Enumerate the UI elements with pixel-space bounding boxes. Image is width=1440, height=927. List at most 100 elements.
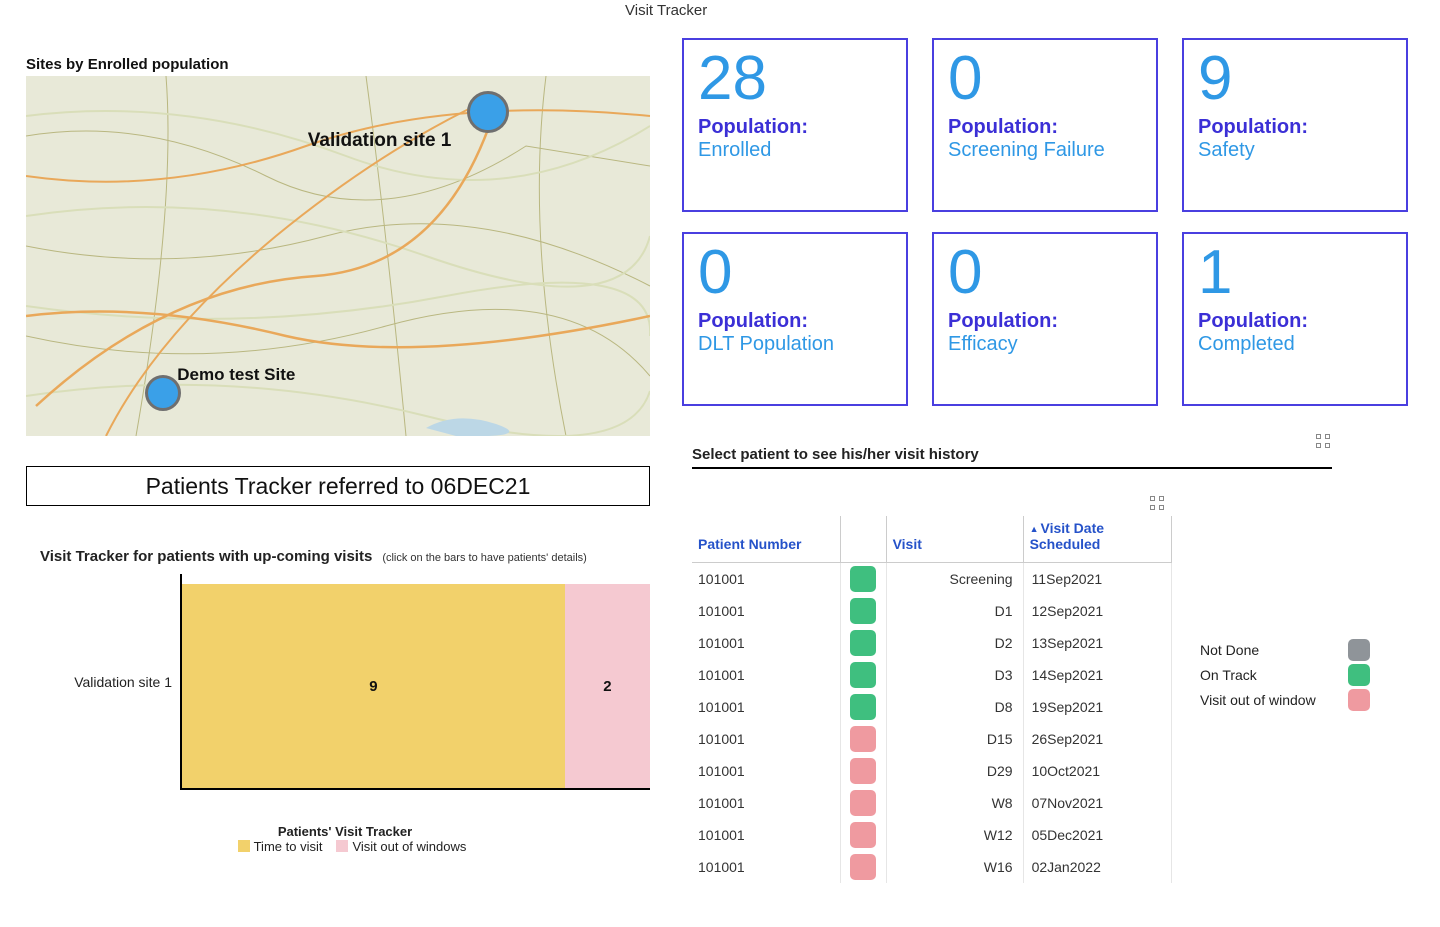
kpi-card[interactable]: 1 Population:Completed [1182, 232, 1408, 406]
table-row[interactable]: 101001 D213Sep2021 [692, 627, 1172, 659]
legend-swatch [336, 840, 348, 852]
cell-status [840, 819, 886, 851]
cell-visit-date: 10Oct2021 [1023, 755, 1171, 787]
kpi-card-grid: 28Population:Enrolled0Population:Screeni… [682, 38, 1422, 406]
legend-row: Visit out of window [1200, 689, 1370, 711]
kpi-label-top: Population: [948, 310, 1142, 333]
cell-status [840, 627, 886, 659]
kpi-card[interactable]: 0 Population:Efficacy [932, 232, 1158, 406]
cell-visit: D2 [886, 627, 1023, 659]
map-site-label: Demo test Site [177, 365, 295, 385]
legend-row: On Track [1200, 664, 1370, 686]
cell-visit-date: 02Jan2022 [1023, 851, 1171, 883]
cell-patient-number: 101001 [692, 755, 840, 787]
status-icon [850, 598, 876, 624]
table-row[interactable]: 101001 D2910Oct2021 [692, 755, 1172, 787]
legend-swatch [238, 840, 250, 852]
table-row[interactable]: 101001W807Nov2021 [692, 787, 1172, 819]
bar-row[interactable]: 92 [182, 584, 650, 788]
tracker-banner: Patients Tracker referred to 06DEC21 [26, 466, 650, 506]
cell-visit-date: 12Sep2021 [1023, 595, 1171, 627]
table-row[interactable]: 101001W1205Dec2021 [692, 819, 1172, 851]
cell-patient-number: 101001 [692, 819, 840, 851]
table-row[interactable]: 101001Screening11Sep2021 [692, 563, 1172, 596]
cell-patient-number: 101001 [692, 691, 840, 723]
legend-row: Not Done [1200, 639, 1370, 661]
focus-mode-icon[interactable] [1316, 434, 1332, 450]
patient-table-header: Select patient to see his/her visit hist… [692, 446, 1332, 469]
legend-swatch [1348, 664, 1370, 686]
status-icon [850, 694, 876, 720]
table-header-row[interactable]: Patient Number VisitVisit Date Scheduled [692, 516, 1172, 563]
status-icon [850, 662, 876, 688]
cell-visit: Screening [886, 563, 1023, 596]
status-icon [850, 726, 876, 752]
bar-chart: Validation site 192 [40, 574, 650, 814]
kpi-card[interactable]: 0Population:DLT Population [682, 232, 908, 406]
kpi-value: 0 [948, 242, 1142, 304]
kpi-label-bottom: Completed [1198, 333, 1392, 356]
status-icon [850, 630, 876, 656]
cell-status [840, 755, 886, 787]
cell-patient-number: 101001 [692, 659, 840, 691]
map-site-marker[interactable] [145, 375, 181, 411]
table-header-visit_date[interactable]: Visit Date Scheduled [1023, 516, 1171, 563]
table-row[interactable]: 101001D1526Sep2021 [692, 723, 1172, 755]
legend-swatch [1348, 689, 1370, 711]
cell-patient-number: 101001 [692, 723, 840, 755]
kpi-value: 0 [698, 242, 892, 304]
kpi-card[interactable]: 0Population:Screening Failure [932, 38, 1158, 212]
kpi-label-bottom: Enrolled [698, 139, 892, 162]
table-row[interactable]: 101001D819Sep2021 [692, 691, 1172, 723]
cell-visit-date: 26Sep2021 [1023, 723, 1171, 755]
cell-visit: D8 [886, 691, 1023, 723]
cell-patient-number: 101001 [692, 595, 840, 627]
kpi-label-top: Population: [1198, 310, 1392, 333]
patient-table[interactable]: Patient NumberVisitVisit Date Scheduled … [692, 516, 1172, 883]
table-header-status[interactable] [840, 516, 886, 563]
kpi-card[interactable]: 28Population:Enrolled [682, 38, 908, 212]
page-title: Visit Tracker [625, 2, 707, 19]
cell-patient-number: 101001 [692, 627, 840, 659]
cell-visit: D29 [886, 755, 1023, 787]
legend-label: Not Done [1200, 642, 1259, 658]
bar-segment-out_of_window[interactable]: 2 [565, 584, 650, 788]
legend-swatch [1348, 639, 1370, 661]
map-site-marker[interactable] [467, 91, 509, 133]
legend-label: Visit out of windows [352, 839, 466, 854]
cell-status [840, 595, 886, 627]
table-header-patient_number[interactable]: Patient Number [692, 516, 840, 563]
cell-visit-date: 14Sep2021 [1023, 659, 1171, 691]
map-title: Sites by Enrolled population [26, 56, 229, 73]
kpi-value: 1 [1198, 242, 1392, 304]
kpi-label-bottom: Safety [1198, 139, 1392, 162]
bar-chart-hint: (click on the bars to have patients' det… [382, 552, 586, 564]
kpi-label-top: Population: [1198, 116, 1392, 139]
kpi-label-bottom: Screening Failure [948, 139, 1142, 162]
map-site-label: Validation site 1 [308, 130, 452, 152]
cell-status [840, 563, 886, 596]
table-header-visit[interactable]: Visit [886, 516, 1023, 563]
bar-chart-x-label: Patients' Visit Tracker [40, 824, 650, 839]
table-row[interactable]: 101001W1602Jan2022 [692, 851, 1172, 883]
cell-visit-date: 07Nov2021 [1023, 787, 1171, 819]
status-icon [850, 822, 876, 848]
kpi-card[interactable]: 9 Population:Safety [1182, 38, 1408, 212]
table-row[interactable]: 101001D112Sep2021 [692, 595, 1172, 627]
cell-visit: D3 [886, 659, 1023, 691]
kpi-label-bottom: Efficacy [948, 333, 1142, 356]
status-icon [850, 566, 876, 592]
table-row[interactable]: 101001 D314Sep2021 [692, 659, 1172, 691]
kpi-value: 9 [1198, 48, 1392, 110]
focus-mode-icon[interactable] [1150, 496, 1166, 512]
kpi-label-bottom: DLT Population [698, 333, 892, 356]
cell-patient-number: 101001 [692, 787, 840, 819]
bar-segment-time_to_visit[interactable]: 9 [182, 584, 565, 788]
map-canvas[interactable]: Validation site 1 Demo test Site [26, 76, 650, 436]
legend-label: Time to visit [254, 839, 323, 854]
bar-chart-legend: Patients' Visit Tracker Time to visit Vis… [40, 824, 650, 854]
legend-label: On Track [1200, 667, 1257, 683]
status-icon [850, 790, 876, 816]
cell-visit-date: 13Sep2021 [1023, 627, 1171, 659]
cell-status [840, 851, 886, 883]
